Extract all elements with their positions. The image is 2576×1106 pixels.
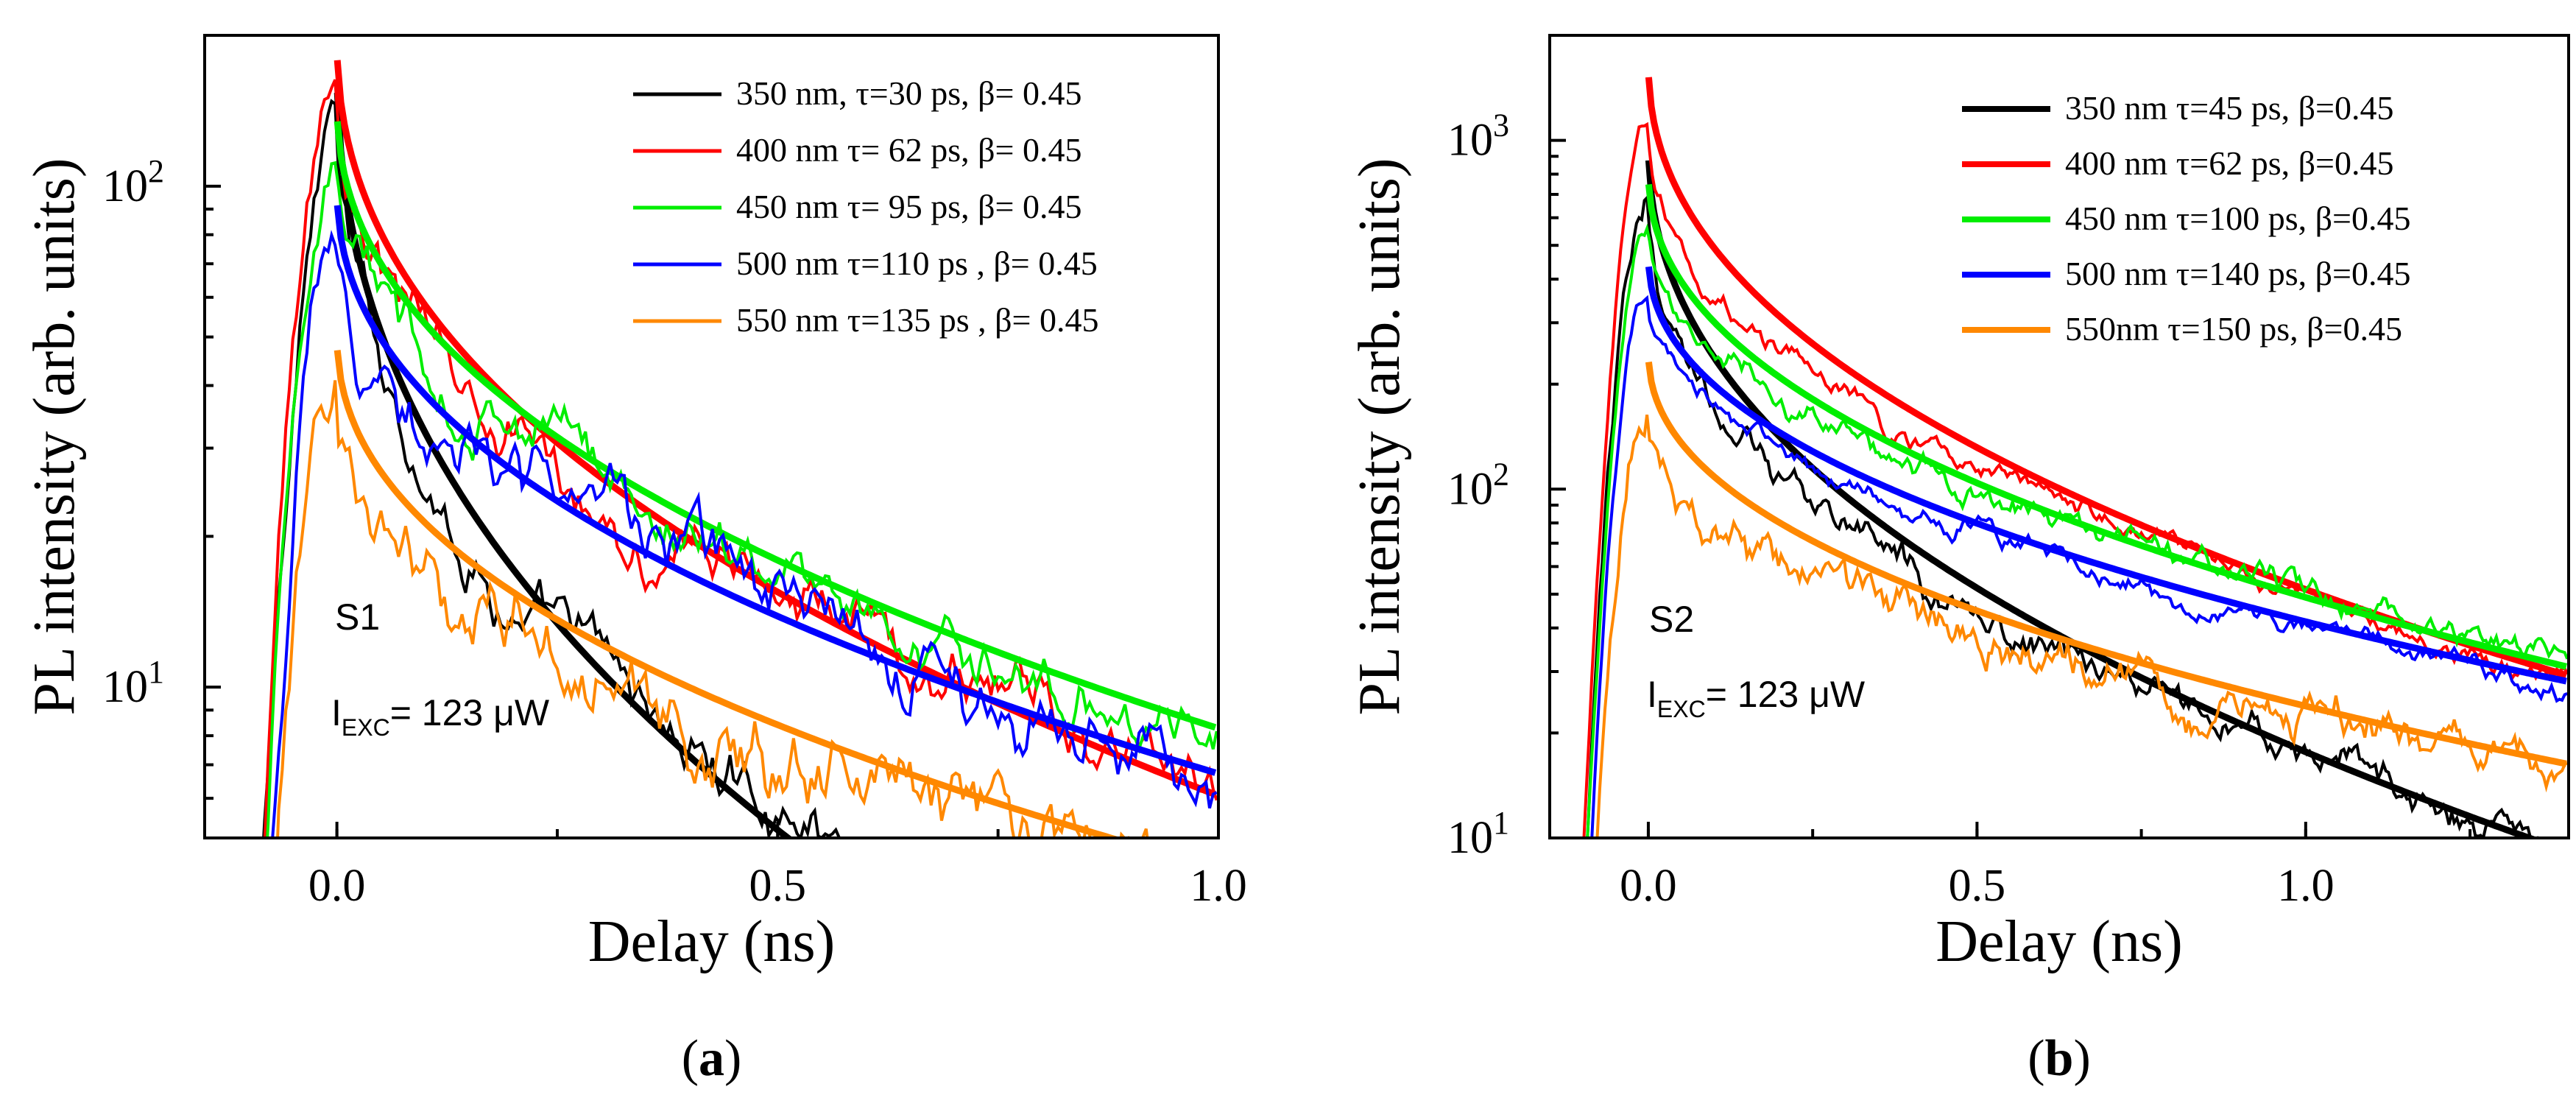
axes-frame	[203, 34, 1220, 839]
panel-label: (a)	[682, 1030, 742, 1087]
series-1-fit-line	[334, 92, 794, 838]
legend-label-5: 550nm τ=150 ps, β=0.45	[2065, 310, 2402, 348]
chart-panel-a: 0.0 0.5 1.0 101 102 Delay (ns) PL intensity (a…	[22, 34, 1247, 1087]
legend-label-1: 350 nm τ=45 ps, β=0.45	[2065, 89, 2393, 127]
axes-frame	[1548, 34, 2570, 839]
series-5-fit-line	[334, 350, 1123, 838]
x-axis-label: Delay (ns)	[1935, 909, 2182, 974]
excitation-label: IEXC= 123 μW	[331, 692, 550, 741]
legend-label-5: 550 nm τ=135 ps , β= 0.45	[736, 301, 1098, 339]
legend-label-1: 350 nm, τ=30 ps, β= 0.45	[736, 74, 1081, 112]
series-3-fit-line	[1645, 183, 2567, 670]
x-tick-label: 0.5	[1949, 861, 2006, 911]
x-tick-label: 0.5	[749, 861, 807, 911]
legend-label-2: 400 nm τ=62 ps, β=0.45	[2065, 144, 2393, 182]
series-2-measured-line	[1582, 121, 2569, 838]
legend-label-4: 500 nm τ=110 ps , β= 0.45	[736, 244, 1098, 282]
series-5-measured-line	[276, 380, 1149, 838]
plot-area	[1582, 77, 2569, 838]
panel-label: (b)	[2028, 1030, 2091, 1087]
series-3-fit-line	[334, 121, 1217, 731]
x-tick-label: 0.0	[308, 861, 366, 911]
y-tick-label: 102	[102, 153, 164, 211]
series-3-measured-line	[266, 161, 1218, 838]
y-tick-label: 101	[102, 654, 164, 712]
x-tick-label: 0.0	[1620, 861, 1677, 911]
x-axis-label: Delay (ns)	[588, 909, 835, 974]
series-5-fit-line	[1645, 361, 2567, 767]
x-tick-label: 1.0	[2277, 861, 2335, 911]
series-4-fit-line	[334, 205, 1217, 776]
legend-label-3: 450 nm τ= 95 ps, β= 0.45	[736, 188, 1081, 225]
sample-label: S1	[335, 596, 380, 638]
y-tick-label: 102	[1447, 456, 1509, 514]
y-tick-label: 103	[1447, 108, 1509, 166]
sample-label: S2	[1649, 599, 1694, 640]
y-axis-label: PL intensity (arb. units)	[22, 158, 87, 716]
excitation-label: IEXC= 123 μW	[1647, 674, 1866, 722]
legend-label-2: 400 nm τ= 62 ps, β= 0.45	[736, 131, 1081, 169]
legend-label-4: 500 nm τ=140 ps, β=0.45	[2065, 255, 2410, 292]
y-tick-label: 101	[1447, 805, 1509, 863]
series-4-measured-line	[1590, 295, 2568, 838]
y-axis-label: PL intensity (arb. units)	[1347, 158, 1412, 716]
series-4-fit-line	[1645, 266, 2567, 685]
series-1-measured-line	[1586, 194, 2541, 838]
chart-panel-b: 0.0 0.5 1.0 101 102 103 Delay (ns) PL intensity…	[1347, 34, 2570, 1087]
series-5-measured-line	[1595, 415, 2569, 838]
legend-label-3: 450 nm τ=100 ps, β=0.45	[2065, 200, 2410, 237]
x-tick-label: 1.0	[1190, 861, 1247, 911]
